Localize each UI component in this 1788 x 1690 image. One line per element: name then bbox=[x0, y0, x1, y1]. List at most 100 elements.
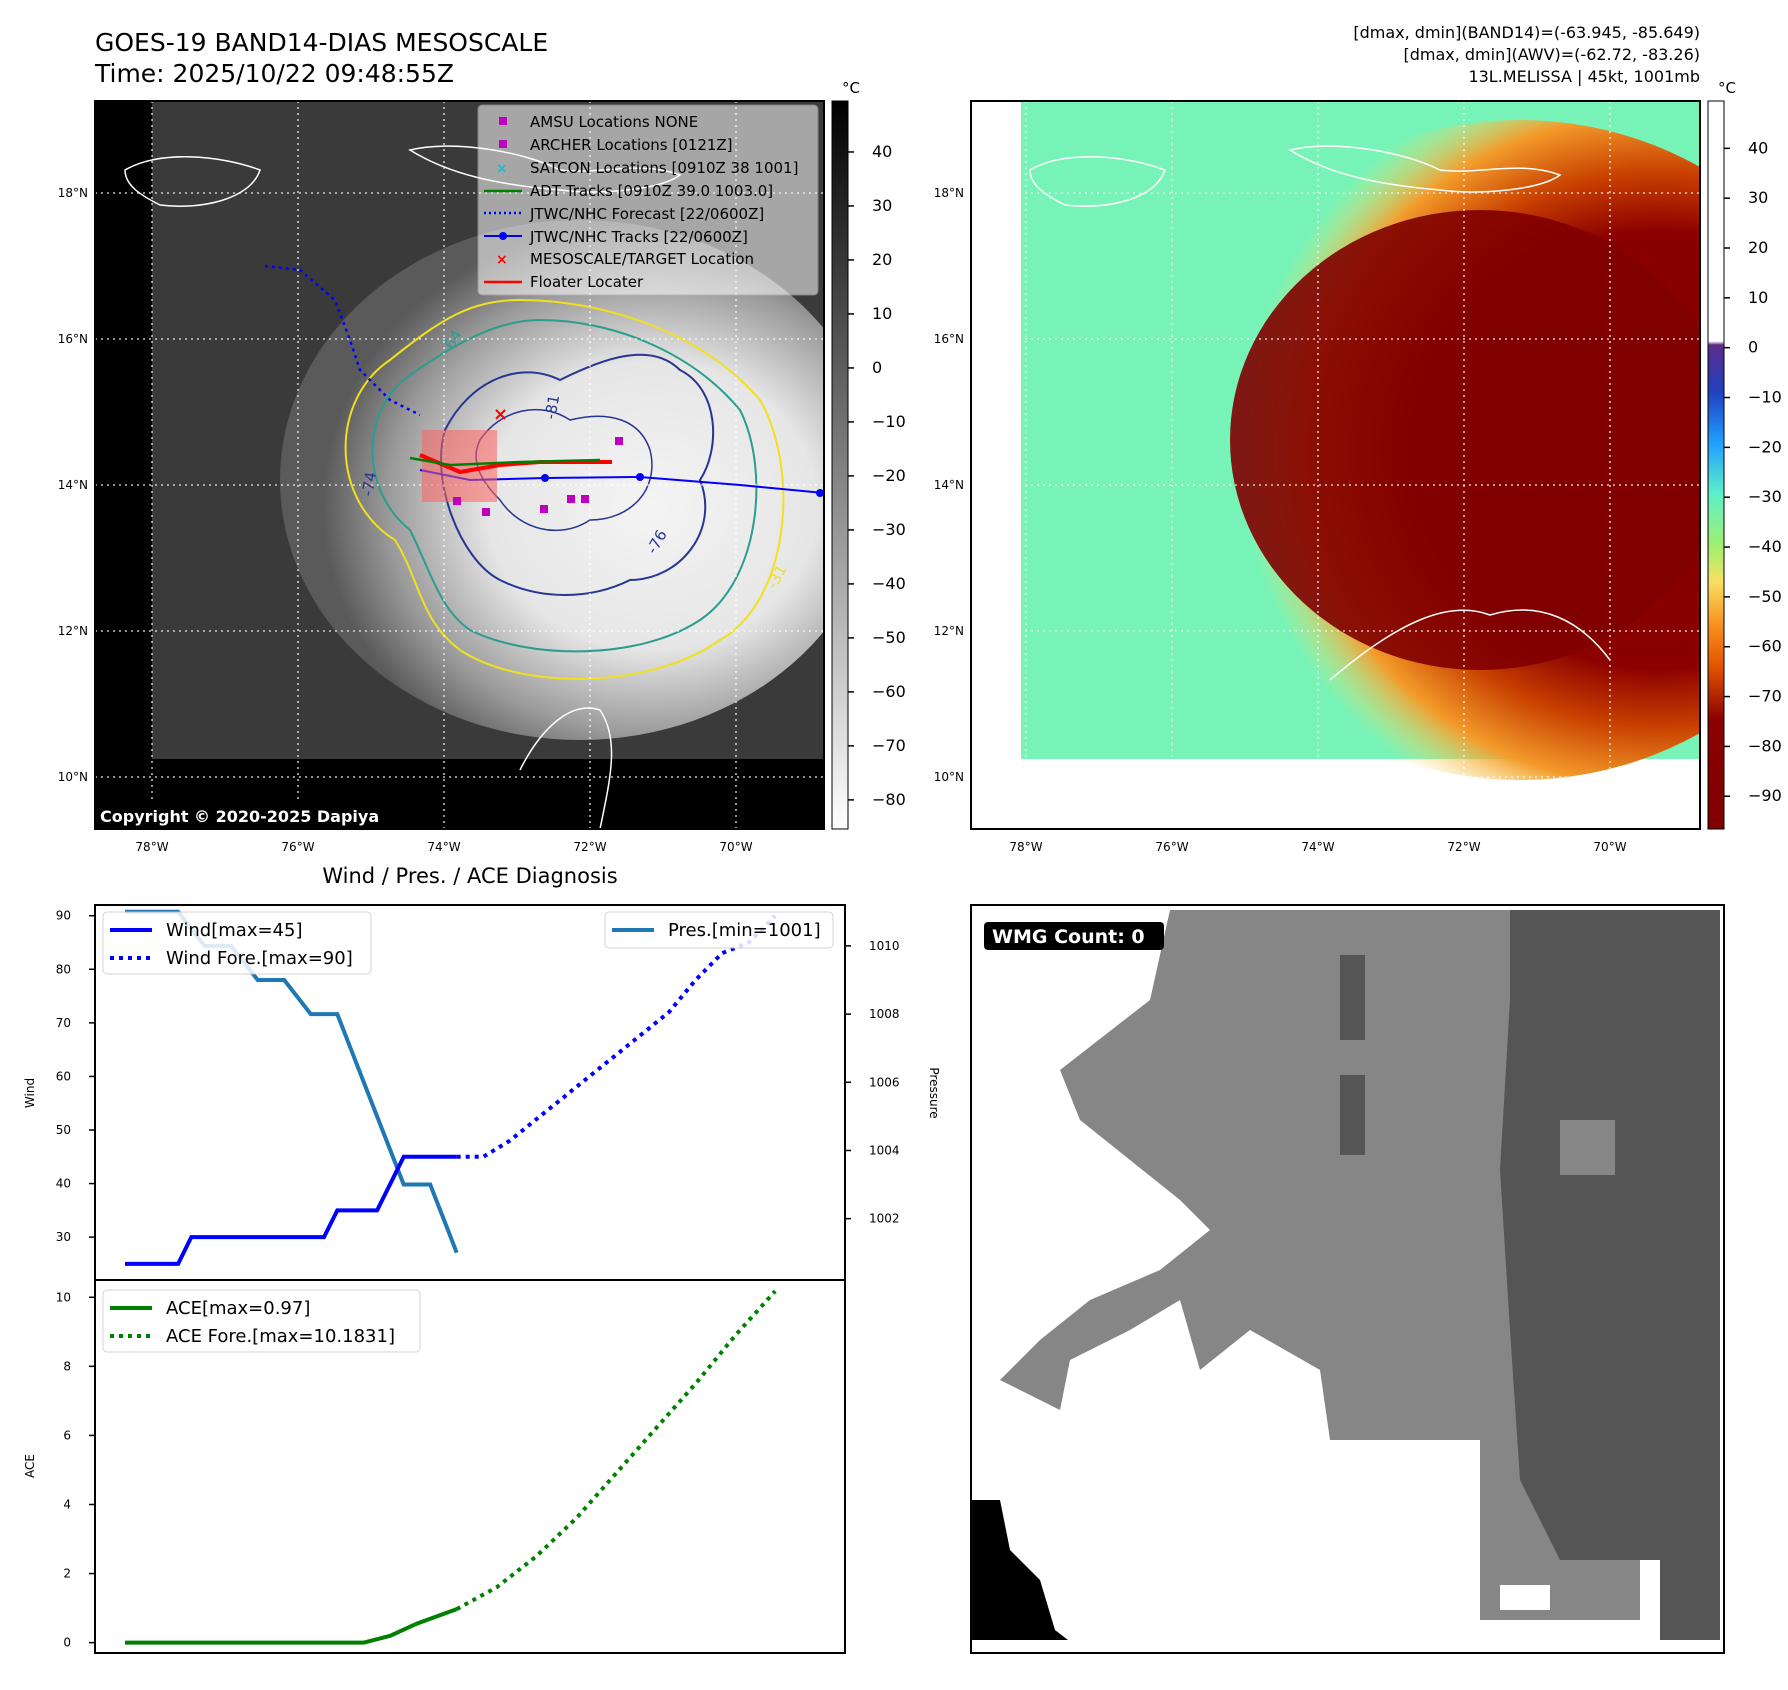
lon-label: 76°W bbox=[1155, 840, 1188, 854]
lat-label: 14°N bbox=[58, 478, 88, 492]
colorbar-tick-label: 10 bbox=[872, 304, 892, 323]
colorbar-color-bar bbox=[1707, 100, 1725, 830]
y-tick-label: 1006 bbox=[869, 1075, 900, 1089]
archer-marker bbox=[567, 495, 575, 503]
colorbar-tick-label: 10 bbox=[1748, 288, 1768, 307]
contour-inner bbox=[475, 408, 653, 532]
colorbar-tick-label: −90 bbox=[1748, 786, 1782, 805]
colorbar-tick-label: −20 bbox=[872, 466, 906, 485]
colorbar-tick-label: 40 bbox=[1748, 138, 1768, 157]
y-tick-label: 1010 bbox=[869, 939, 900, 953]
legend-label: JTWC/NHC Forecast [22/0600Z] bbox=[529, 205, 764, 223]
coastline-south-america bbox=[1329, 609, 1611, 681]
wind-line bbox=[125, 1154, 457, 1266]
ace-ylabel: ACE bbox=[23, 1454, 37, 1478]
lon-label: 72°W bbox=[1447, 840, 1480, 854]
colorbar-tick-label: −10 bbox=[872, 412, 906, 431]
ace-legend: ACE[max=0.97] ACE Fore.[max=10.1831] bbox=[102, 1289, 421, 1353]
info-awv: [dmax, dmin](AWV)=(-62.72, -83.26) bbox=[1403, 45, 1700, 64]
y-tick-label: 80 bbox=[56, 962, 71, 976]
lat-label: 10°N bbox=[58, 770, 88, 784]
wmg-cell-dark bbox=[1340, 955, 1365, 1040]
forecast-track bbox=[264, 264, 421, 417]
colorbar-tick-label: −70 bbox=[872, 736, 906, 755]
pres-legend: Pres.[min=1001] bbox=[604, 911, 834, 949]
archer-marker bbox=[453, 497, 461, 505]
lon-label: 78°W bbox=[1009, 840, 1042, 854]
map-legend: AMSU Locations NONE ARCHER Locations [01… bbox=[477, 104, 819, 296]
legend-marker-satcon: × bbox=[496, 161, 508, 177]
map-ir-frame bbox=[94, 100, 825, 830]
ace-line bbox=[125, 1607, 458, 1645]
wmg-label-box bbox=[984, 922, 1164, 950]
y-tick-label: 1008 bbox=[869, 1007, 900, 1021]
legend-label: Floater Locater bbox=[530, 273, 644, 291]
colorbar-tick-label: 0 bbox=[872, 358, 882, 377]
map-ir-panel: × -64 -81 -76 -74 -31 AMSU Locations NON… bbox=[94, 100, 825, 830]
colorbar-tick-label: −10 bbox=[1748, 388, 1782, 407]
colorbar-gray: °C 40 30 20 10 0 −10 −20 −30 −40 −50 −60 −70 −80 bbox=[831, 79, 906, 830]
y-tick-label: 1004 bbox=[869, 1143, 900, 1157]
title-line2: Time: 2025/10/22 09:48:55Z bbox=[94, 59, 454, 88]
colorbar-tick-label: 20 bbox=[1748, 238, 1768, 257]
colorbar-tick-label: −70 bbox=[1748, 687, 1782, 706]
colorbar-color: °C 40 30 20 10 0 −10 −20 −30 −40 −50 −60 −70 −80 −90 bbox=[1707, 79, 1782, 830]
colorbar-gray-bar bbox=[831, 100, 849, 830]
wmg-frame bbox=[970, 904, 1725, 1654]
wmg-region-dark bbox=[1500, 910, 1720, 1640]
info-band14: [dmax, dmin](BAND14)=(-63.945, -85.649) bbox=[1353, 23, 1700, 42]
y-tick-label: 6 bbox=[63, 1428, 71, 1442]
y-tick-label: 2 bbox=[63, 1567, 71, 1581]
colorbar-tick-label: −60 bbox=[872, 682, 906, 701]
copyright-text: Copyright © 2020-2025 Dapiya bbox=[100, 807, 379, 826]
y-tick-label: 60 bbox=[56, 1069, 71, 1083]
y-tick-label: 90 bbox=[56, 909, 71, 923]
title-line1: GOES-19 BAND14-DIAS MESOSCALE bbox=[95, 28, 548, 57]
colorbar-unit: °C bbox=[842, 79, 860, 97]
colorbar-tick-label: −30 bbox=[1748, 487, 1782, 506]
wind-legend: Wind[max=45] Wind Fore.[max=90] bbox=[102, 911, 372, 975]
legend-label: MESOSCALE/TARGET Location bbox=[530, 250, 754, 268]
legend-marker-archer bbox=[499, 140, 507, 148]
adt-track bbox=[409, 456, 601, 467]
y-tick-label: 4 bbox=[63, 1497, 71, 1511]
legend-label: ACE[max=0.97] bbox=[166, 1298, 310, 1319]
y-tick-label: 40 bbox=[56, 1177, 71, 1191]
colorbar-tick-label: 40 bbox=[872, 142, 892, 161]
y-tick-label: 50 bbox=[56, 1123, 71, 1137]
wmg-panel: WMG Count: 0 bbox=[970, 904, 1725, 1654]
lat-label: 10°N bbox=[934, 770, 964, 784]
colorbar-tick-label: 0 bbox=[1748, 338, 1758, 357]
lon-label: 76°W bbox=[281, 840, 314, 854]
legend-label: Wind Fore.[max=90] bbox=[166, 948, 353, 969]
track-point bbox=[541, 474, 549, 482]
lat-label: 18°N bbox=[58, 186, 88, 200]
coastline-south-america bbox=[519, 707, 613, 829]
legend-marker-amsu bbox=[499, 117, 507, 125]
ace-forecast-line bbox=[455, 1289, 777, 1611]
legend-label: ACE Fore.[max=10.1831] bbox=[166, 1326, 395, 1347]
map-awv-axis-labels: 78°W 76°W 74°W 72°W 70°W 18°N 16°N 14°N … bbox=[934, 186, 1627, 854]
wmg-count-label: WMG Count: 0 bbox=[992, 926, 1145, 948]
legend-marker-target: × bbox=[496, 252, 508, 268]
lon-label: 70°W bbox=[719, 840, 752, 854]
lat-label: 16°N bbox=[58, 332, 88, 346]
archer-marker bbox=[540, 505, 548, 513]
colorbar-tick-label: −20 bbox=[1748, 437, 1782, 456]
colorbar-tick-label: −40 bbox=[872, 574, 906, 593]
track-point bbox=[636, 473, 644, 481]
coastline-hispaniola bbox=[1288, 145, 1562, 193]
colorbar-unit: °C bbox=[1718, 79, 1736, 97]
lat-label: 12°N bbox=[934, 624, 964, 638]
colorbar-tick-label: −80 bbox=[1748, 736, 1782, 755]
y-tick-label: 0 bbox=[63, 1636, 71, 1650]
legend-label: AMSU Locations NONE bbox=[530, 113, 698, 131]
archer-marker bbox=[615, 437, 623, 445]
coastline-jamaica bbox=[1029, 156, 1166, 207]
map-awv-panel bbox=[970, 100, 1701, 830]
legend-label: Pres.[min=1001] bbox=[668, 920, 821, 941]
contour-teal bbox=[371, 318, 758, 653]
wmg-cell-light bbox=[1560, 1120, 1615, 1175]
wmg-cell-dark bbox=[1340, 1075, 1365, 1155]
colorbar-tick-label: −30 bbox=[872, 520, 906, 539]
